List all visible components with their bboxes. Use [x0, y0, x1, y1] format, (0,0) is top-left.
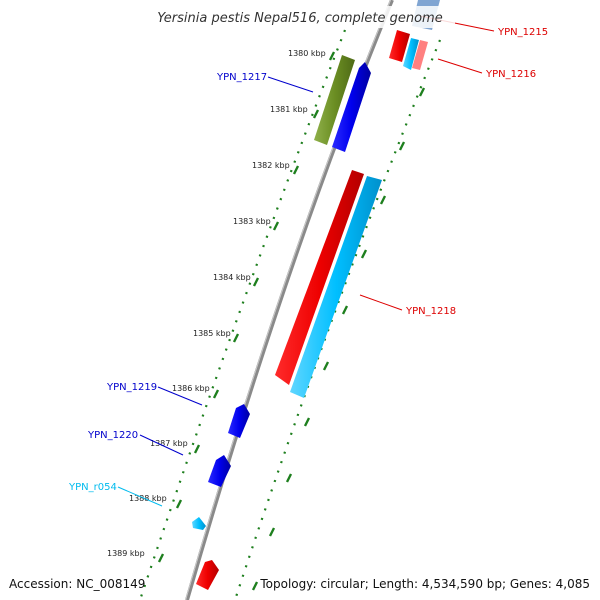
- tick-label: 1385 kbp: [193, 329, 231, 338]
- major-tick: [251, 581, 259, 591]
- major-tick: [328, 51, 336, 61]
- label-leaders: [117, 15, 495, 507]
- gene-ypn-1216-red: [412, 40, 428, 70]
- scale-tick-labels: 1380 kbp 1381 kbp 1382 kbp 1383 kbp 1384…: [107, 49, 326, 558]
- gene-ypn-1215[interactable]: [389, 30, 410, 62]
- major-tick: [379, 195, 387, 205]
- major-tick: [252, 277, 260, 287]
- major-tick: [212, 389, 220, 399]
- label-ypn-1215[interactable]: YPN_1215: [497, 27, 548, 38]
- label-ypn-1220[interactable]: YPN_1220: [87, 430, 138, 441]
- tick-label: 1387 kbp: [150, 439, 188, 448]
- gene-ypn-1216[interactable]: [403, 38, 419, 70]
- title-backing: [145, 6, 455, 28]
- tick-label: 1381 kbp: [270, 105, 308, 114]
- label-ypn-1219[interactable]: YPN_1219: [106, 382, 157, 393]
- gene-ypn-1218[interactable]: [275, 170, 364, 385]
- tick-label: 1388 kbp: [129, 494, 167, 503]
- label-ypn-1217[interactable]: YPN_1217: [216, 72, 267, 83]
- genome-summary-text: Topology: circular; Length: 4,534,590 bp…: [260, 577, 590, 591]
- major-tick: [322, 361, 330, 371]
- tick-label: 1380 kbp: [288, 49, 326, 58]
- gene-ypn-1219[interactable]: [228, 404, 250, 438]
- gene-ypn-1217[interactable]: [332, 62, 371, 152]
- major-tick: [360, 249, 368, 259]
- gene-bottom-red[interactable]: [196, 560, 219, 590]
- gene-ypn-1218-cyan[interactable]: [290, 176, 382, 398]
- major-tick: [193, 444, 201, 454]
- label-ypn-r054[interactable]: YPN_r054: [68, 482, 117, 493]
- scale-major-ticks-left: [157, 51, 336, 563]
- tick-label: 1389 kbp: [107, 549, 145, 558]
- map-title: Yersinia pestis Nepal516, complete genom…: [157, 11, 442, 26]
- scale-major-ticks-right: [251, 87, 426, 591]
- gene-features: [192, 0, 440, 590]
- major-tick: [272, 221, 280, 231]
- accession-text: Accession: NC_008149: [9, 577, 146, 591]
- tick-label: 1384 kbp: [213, 273, 251, 282]
- leader-ypn-1219: [157, 386, 203, 406]
- tick-label: 1383 kbp: [233, 217, 271, 226]
- tick-label: 1382 kbp: [252, 161, 290, 170]
- leader-ypn-1218: [359, 294, 403, 311]
- major-tick: [157, 553, 165, 563]
- label-ypn-1218[interactable]: YPN_1218: [405, 306, 456, 317]
- leader-ypn-1217: [267, 76, 314, 93]
- major-tick: [312, 109, 320, 119]
- gene-labels: YPN_1215 YPN_1216 YPN_1217 YPN_1218 YPN_…: [68, 27, 548, 493]
- leader-ypn-1216: [437, 58, 483, 74]
- leader-ypn-1220: [139, 434, 184, 456]
- major-tick: [398, 141, 406, 151]
- leader-ypn-r054: [117, 486, 163, 507]
- major-tick: [285, 473, 293, 483]
- gene-ypn-r054[interactable]: [192, 517, 206, 530]
- major-tick: [292, 165, 300, 175]
- major-tick: [418, 87, 426, 97]
- label-ypn-1216[interactable]: YPN_1216: [485, 69, 536, 80]
- major-tick: [341, 305, 349, 315]
- tick-label: 1386 kbp: [172, 384, 210, 393]
- major-tick: [268, 527, 276, 537]
- gene-ypn-1217-olive[interactable]: [314, 55, 355, 145]
- scale-track-right: [233, 39, 442, 600]
- major-tick: [175, 499, 183, 509]
- major-tick: [303, 417, 311, 427]
- major-tick: [232, 333, 240, 343]
- gene-ypn-1220[interactable]: [208, 455, 231, 487]
